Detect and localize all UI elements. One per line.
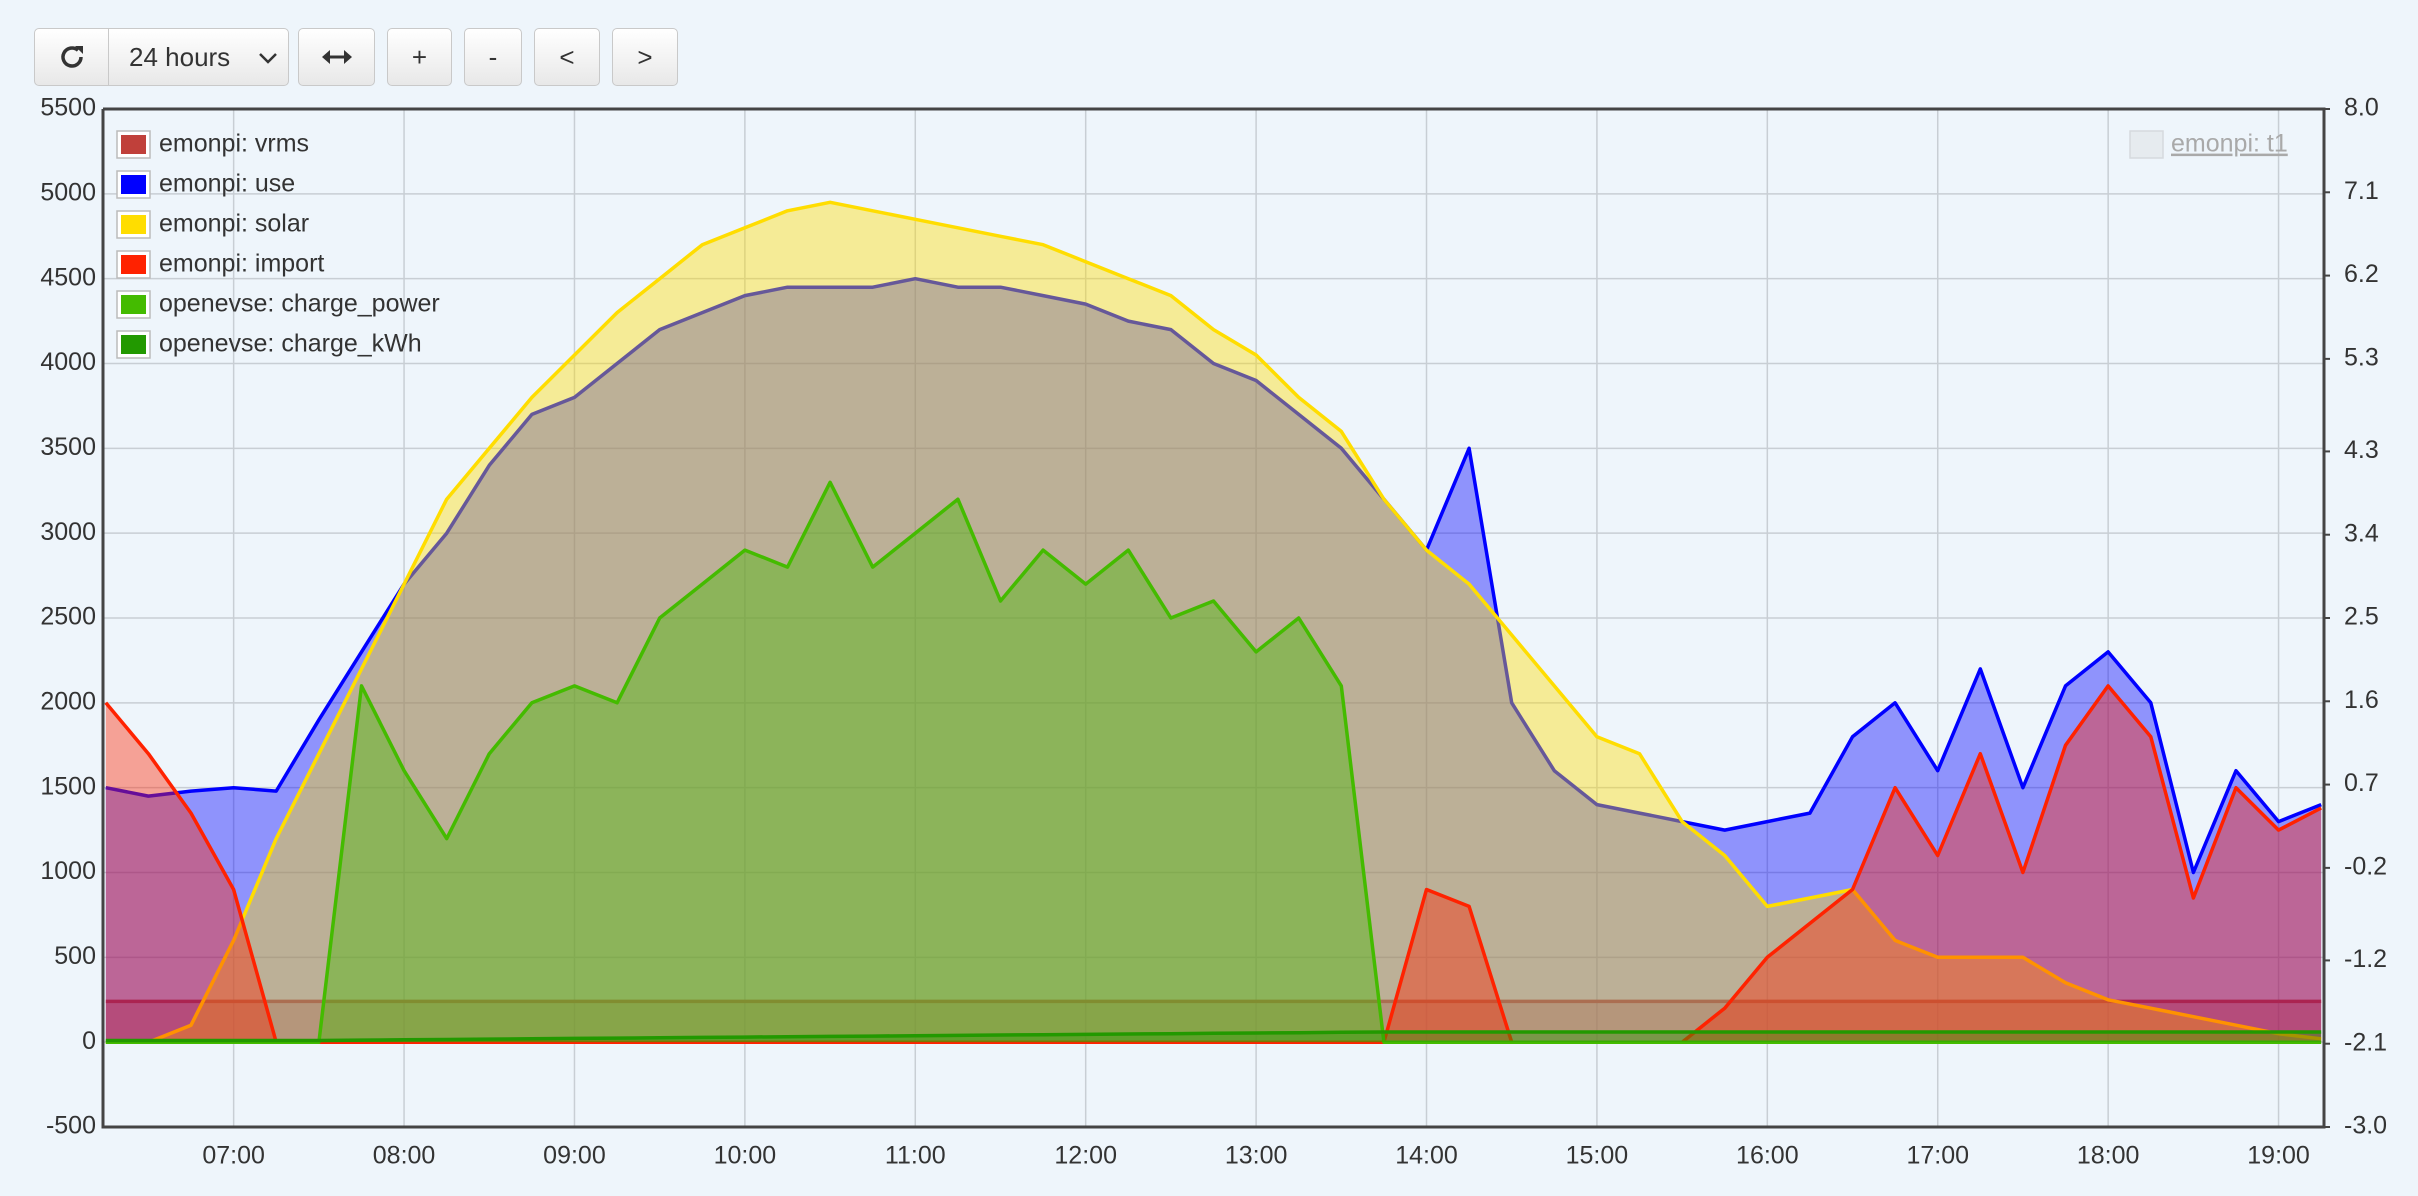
y2-tick-label: 1.6 xyxy=(2344,686,2379,714)
y2-tick-label: -2.1 xyxy=(2344,1028,2387,1056)
pan-right-button[interactable]: > xyxy=(612,28,678,86)
x-tick-label: 14:00 xyxy=(1395,1142,1458,1170)
x-tick-label: 17:00 xyxy=(1906,1142,1969,1170)
legend-label: emonpi: vrms xyxy=(159,130,309,158)
y-tick-label: 4500 xyxy=(40,263,96,291)
y2-tick-label: 4.3 xyxy=(2344,436,2379,464)
legend-swatch-border xyxy=(116,330,151,359)
y2-tick-label: 2.5 xyxy=(2344,603,2379,631)
series-area xyxy=(105,685,2322,1043)
y-tick-label: 2000 xyxy=(40,687,96,715)
x-tick-label: 18:00 xyxy=(2077,1142,2140,1170)
series xyxy=(105,1030,2322,1043)
legend-label: emonpi: use xyxy=(159,170,295,198)
pan-left-button[interactable]: < xyxy=(534,28,600,86)
y-tick-label: 5000 xyxy=(40,178,96,206)
refresh-icon xyxy=(60,46,83,68)
series-area xyxy=(105,278,2322,1043)
series-area xyxy=(105,1001,2322,1043)
series-line xyxy=(105,276,2322,875)
plot xyxy=(104,200,2323,1044)
legend-swatch-border xyxy=(116,170,151,199)
legend-label: emonpi: import xyxy=(159,250,324,278)
x-tick-label: 08:00 xyxy=(373,1142,436,1170)
legend-swatch xyxy=(121,295,146,314)
period-select[interactable]: 24 hours xyxy=(108,28,289,86)
series-line xyxy=(104,684,2323,1044)
period-label: 24 hours xyxy=(129,41,231,72)
series-area xyxy=(105,202,2322,1043)
legend-label: openevse: charge_power xyxy=(159,290,440,318)
series-area xyxy=(105,1032,2322,1043)
y2-tick-label: 5.3 xyxy=(2344,343,2379,371)
series-line xyxy=(105,1030,2322,1043)
legend-swatch xyxy=(121,215,146,234)
y-tick-label: 3500 xyxy=(40,433,96,461)
x-tick-label: 13:00 xyxy=(1225,1142,1288,1170)
series xyxy=(105,200,2322,1044)
y2-tick-label: -1.2 xyxy=(2344,945,2387,973)
legend-swatch-hidden xyxy=(2129,130,2164,159)
series-line xyxy=(105,200,2322,1044)
y-tick-label: -500 xyxy=(46,1112,96,1140)
y2-tick-label: 6.2 xyxy=(2344,260,2379,288)
y2-tick-label: 7.1 xyxy=(2344,177,2379,205)
series xyxy=(105,999,2322,1043)
legend-swatch xyxy=(121,175,146,194)
y2-tick-label: -0.2 xyxy=(2344,852,2387,880)
series-line xyxy=(105,480,2322,1044)
legend-swatch xyxy=(121,255,146,274)
legend-label-hidden: emonpi: t1 xyxy=(2171,130,2288,158)
x-tick-label: 16:00 xyxy=(1736,1142,1799,1170)
arrows-icon xyxy=(321,50,352,64)
x-tick-label: 07:00 xyxy=(202,1142,265,1170)
zoom-out-button[interactable]: - xyxy=(464,28,522,86)
chevron xyxy=(259,53,277,64)
x-tick-label: 19:00 xyxy=(2247,1142,2310,1170)
legend-swatch-border xyxy=(116,290,151,319)
series-area xyxy=(105,482,2322,1043)
y2-tick-label: 3.4 xyxy=(2344,519,2379,547)
plot-frame xyxy=(101,107,2326,1129)
y-tick-label: 3000 xyxy=(40,518,96,546)
legend-swatch-border xyxy=(116,210,151,239)
x-tick-label: 09:00 xyxy=(543,1142,606,1170)
x-tick-label: 10:00 xyxy=(714,1142,777,1170)
legend-swatch xyxy=(121,135,146,154)
y-tick-label: 1500 xyxy=(40,772,96,800)
legend-swatch-border xyxy=(116,250,151,279)
y2-tick-label: -3.0 xyxy=(2344,1112,2387,1140)
x-tick-label: 12:00 xyxy=(1054,1142,1117,1170)
reset-zoom-button[interactable] xyxy=(298,28,375,86)
series xyxy=(105,276,2322,1043)
y-tick-label: 1000 xyxy=(40,857,96,885)
legend-label: emonpi: solar xyxy=(159,210,309,238)
y-tick-label: 500 xyxy=(54,942,96,970)
legend-swatch-border xyxy=(116,130,151,159)
y-tick-label: 5500 xyxy=(40,94,96,122)
x-tick-label: 11:00 xyxy=(885,1142,946,1170)
series xyxy=(104,684,2323,1044)
series xyxy=(105,480,2322,1044)
y-tick-label: 2500 xyxy=(40,603,96,631)
y-tick-label: 4000 xyxy=(40,348,96,376)
y2-tick-label: 8.0 xyxy=(2344,94,2379,122)
zoom-in-button[interactable]: + xyxy=(387,28,452,86)
y2-tick-label: 0.7 xyxy=(2344,769,2379,797)
x-tick-label: 15:00 xyxy=(1566,1142,1629,1170)
legend-swatch xyxy=(121,335,146,354)
refresh-button[interactable] xyxy=(34,28,109,86)
legend-label: openevse: charge_kWh xyxy=(159,330,422,358)
y-tick-label: 0 xyxy=(82,1027,96,1055)
